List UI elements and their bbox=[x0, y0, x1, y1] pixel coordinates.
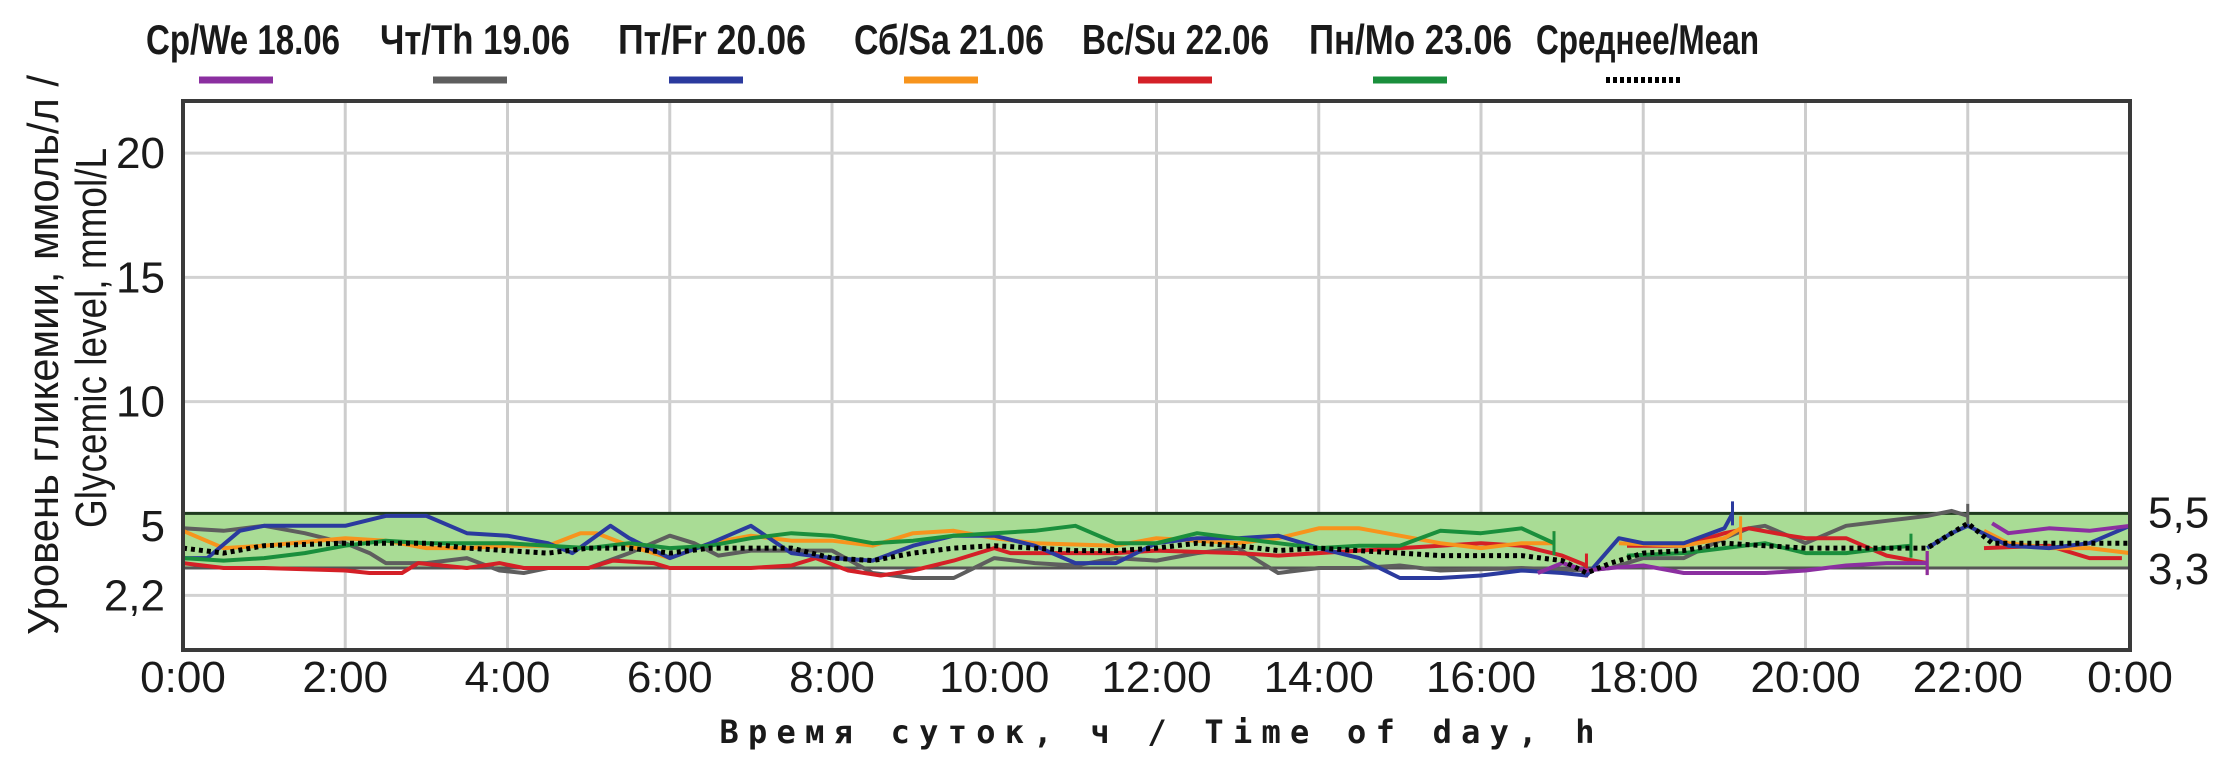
x-tick-label: 6:00 bbox=[627, 653, 713, 702]
y-tick-label: 15 bbox=[116, 253, 165, 302]
legend-label: Среднее/Mean bbox=[1536, 16, 1759, 63]
series-line-4 bbox=[182, 541, 1588, 578]
x-tick-label: 0:00 bbox=[140, 653, 226, 702]
y-tick-label: 2,2 bbox=[104, 571, 165, 620]
x-tick-label: 16:00 bbox=[1426, 653, 1536, 702]
y-tick-label: 10 bbox=[116, 378, 165, 427]
y-tick-label: 20 bbox=[116, 129, 165, 178]
y-tick-label: 5 bbox=[141, 502, 165, 551]
target-low-label: 3,3 bbox=[2148, 545, 2209, 594]
series-line-0 bbox=[1991, 521, 2131, 536]
x-tick-label: 4:00 bbox=[465, 653, 551, 702]
legend-label: Сб/Sa 21.06 bbox=[854, 16, 1044, 63]
legend-label: Пн/Mo 23.06 bbox=[1309, 16, 1512, 63]
x-tick-label: 20:00 bbox=[1750, 653, 1860, 702]
legend: Ср/We 18.06 Чт/Th 19.06 Пт/Fr 20.06 Сб/Sa 2… bbox=[146, 16, 1759, 84]
plot-border bbox=[181, 99, 2132, 652]
legend-label: Пт/Fr 20.06 bbox=[618, 16, 806, 63]
x-tick-label: 14:00 bbox=[1264, 653, 1374, 702]
target-high-label: 5,5 bbox=[2148, 488, 2209, 537]
x-tick-label: 2:00 bbox=[302, 653, 388, 702]
series-lines bbox=[182, 501, 2131, 580]
legend-label: Ср/We 18.06 bbox=[146, 16, 340, 63]
y-axis-title-line-1: Уровень гликемии, ммоль/л / bbox=[19, 74, 68, 635]
x-tick-label: 18:00 bbox=[1588, 653, 1698, 702]
legend-label: Вс/Su 22.06 bbox=[1082, 16, 1269, 63]
y-axis-title-line-2: Glycemic level, mmol/L bbox=[67, 148, 116, 528]
x-tick-label: 12:00 bbox=[1101, 653, 1211, 702]
series-line-0 bbox=[1537, 561, 1928, 575]
x-tick-label: 8:00 bbox=[789, 653, 875, 702]
axes: 0:00 2:00 4:00 6:00 8:00 10:00 12:00 14:00 16:00… bbox=[104, 129, 2209, 702]
x-tick-label: 10:00 bbox=[939, 653, 1049, 702]
legend-label: Чт/Th 19.06 bbox=[380, 16, 570, 63]
x-tick-label: 0:00 bbox=[2087, 653, 2173, 702]
series-line-6 bbox=[182, 520, 2130, 576]
x-tick-label: 22:00 bbox=[1913, 653, 2023, 702]
x-axis-title: Время суток, ч / Time of day, h bbox=[720, 713, 1595, 751]
